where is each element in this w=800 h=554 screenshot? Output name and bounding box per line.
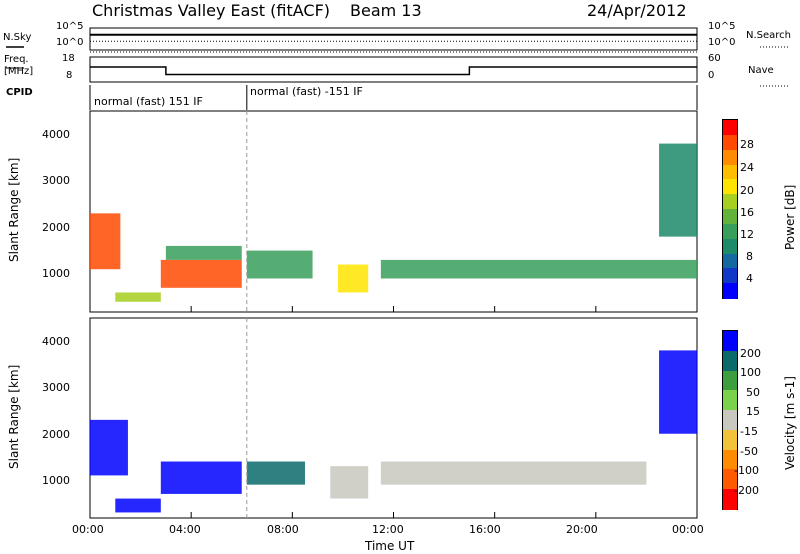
- power-region-0: [90, 213, 121, 270]
- nave-tick-high: 60: [708, 53, 721, 64]
- power-ytick-1000: 1000: [42, 267, 70, 280]
- power-colorbar-segment: [723, 179, 737, 196]
- power-cb-label: Power [dB]: [783, 184, 797, 250]
- nave-label: Nave: [748, 65, 774, 76]
- velocity-cb-tick-15: 15: [746, 405, 760, 418]
- velocity-cb-tick-neg50: -50: [740, 445, 758, 458]
- nsearch-tick-low: 10^0: [708, 37, 736, 48]
- power-cb-tick-8: 8: [746, 250, 753, 263]
- power-ytick-3000: 3000: [42, 174, 70, 187]
- velocity-cb-tick-200: 200: [740, 347, 761, 360]
- power-cb-tick-4: 4: [746, 272, 753, 285]
- velocity-colorbar-segment: [723, 429, 737, 451]
- velocity-region-0: [90, 419, 128, 476]
- freq-panel-frame: [89, 56, 698, 83]
- velocity-colorbar-segment: [723, 350, 737, 372]
- power-colorbar: [722, 119, 738, 299]
- xtick-0: 00:00: [72, 523, 104, 536]
- nsearch-label: N.Search: [746, 30, 792, 41]
- station-title: Christmas Valley East (fitACF): [92, 1, 331, 20]
- velocity-ytick-2000: 2000: [42, 428, 70, 441]
- cpid-2-text: normal (fast) -151 IF: [250, 85, 363, 98]
- nsearch-tick-high: 10^5: [708, 21, 736, 32]
- nave-tick-low: 0: [708, 70, 715, 81]
- power-cb-tick-24: 24: [740, 161, 754, 174]
- power-colorbar-segment: [723, 149, 737, 166]
- velocity-colorbar-segment: [723, 489, 737, 510]
- power-colorbar-segment: [723, 253, 737, 270]
- power-colorbar-segment: [723, 238, 737, 255]
- power-ylabel: Slant Range [km]: [7, 157, 21, 262]
- power-colorbar-segment: [723, 209, 737, 225]
- velocity-ytick-3000: 3000: [42, 381, 70, 394]
- velocity-cb-tick-neg200: -200: [734, 484, 759, 497]
- freq-unit-label: [MHz]: [4, 66, 34, 77]
- date-label: 24/Apr/2012: [587, 1, 687, 20]
- power-region-2: [160, 259, 242, 288]
- power-colorbar-segment: [723, 268, 737, 285]
- freq-tick-low: 8: [66, 70, 73, 81]
- power-region-1: [115, 292, 161, 302]
- freq-label: Freq.: [4, 54, 29, 65]
- power-colorbar-segment: [723, 223, 737, 240]
- velocity-region-4: [330, 466, 369, 499]
- power-colorbar-segment: [723, 134, 737, 151]
- power-cb-tick-16: 16: [740, 206, 754, 219]
- velocity-region-2: [160, 461, 242, 494]
- velocity-colorbar: [722, 330, 738, 510]
- velocity-colorbar-segment: [723, 469, 737, 491]
- power-colorbar-segment: [723, 283, 737, 299]
- power-region-7: [659, 143, 697, 237]
- velocity-region-3: [246, 461, 305, 485]
- velocity-cb-tick-neg100: -100: [734, 464, 759, 477]
- velocity-cb-label: Velocity [m s-1]: [783, 376, 797, 470]
- freq-series-0: [90, 66, 697, 76]
- velocity-ylabel: Slant Range [km]: [7, 364, 21, 469]
- velocity-region-6: [659, 350, 697, 434]
- velocity-ytick-4000: 4000: [42, 335, 70, 348]
- beam-label: Beam 13: [350, 1, 422, 20]
- velocity-ytick-1000: 1000: [42, 474, 70, 487]
- cpid-label: CPID: [6, 87, 33, 98]
- power-cb-tick-28: 28: [740, 138, 754, 151]
- xtick-3: 12:00: [372, 523, 404, 536]
- power-colorbar-segment: [723, 194, 737, 210]
- xtick-2: 08:00: [267, 523, 299, 536]
- power-colorbar-segment: [723, 120, 737, 136]
- power-region-5: [337, 264, 369, 293]
- xtick-1: 04:00: [169, 523, 201, 536]
- nsky-tick-low: 10^0: [56, 37, 84, 48]
- xaxis-label: Time UT: [365, 539, 415, 553]
- power-cb-tick-12: 12: [740, 228, 754, 241]
- xtick-4: 16:00: [469, 523, 501, 536]
- velocity-cb-tick-100: 100: [740, 366, 761, 379]
- power-colorbar-segment: [723, 164, 737, 181]
- velocity-colorbar-segment: [723, 449, 737, 471]
- freq-tick-high: 18: [62, 53, 75, 64]
- velocity-colorbar-segment: [723, 410, 737, 431]
- velocity-region-5: [380, 461, 647, 485]
- power-region-3: [165, 245, 242, 260]
- nsky-panel-frame: [89, 27, 698, 51]
- power-ytick-4000: 4000: [42, 128, 70, 141]
- power-region-4: [246, 250, 313, 279]
- velocity-colorbar-segment: [723, 331, 737, 352]
- velocity-region-1: [115, 498, 161, 513]
- power-ytick-2000: 2000: [42, 221, 70, 234]
- nsky-tick-high: 10^5: [56, 21, 84, 32]
- power-region-6: [380, 259, 697, 279]
- xtick-6: 00:00: [672, 523, 704, 536]
- velocity-colorbar-segment: [723, 370, 737, 392]
- velocity-cb-tick-50: 50: [746, 386, 760, 399]
- nsky-label: N.Sky: [3, 32, 32, 43]
- xtick-5: 20:00: [566, 523, 598, 536]
- velocity-colorbar-segment: [723, 390, 737, 411]
- power-cb-tick-20: 20: [740, 184, 754, 197]
- cpid-1-text: normal (fast) 151 IF: [94, 95, 203, 108]
- velocity-cb-tick-neg15: -15: [740, 425, 758, 438]
